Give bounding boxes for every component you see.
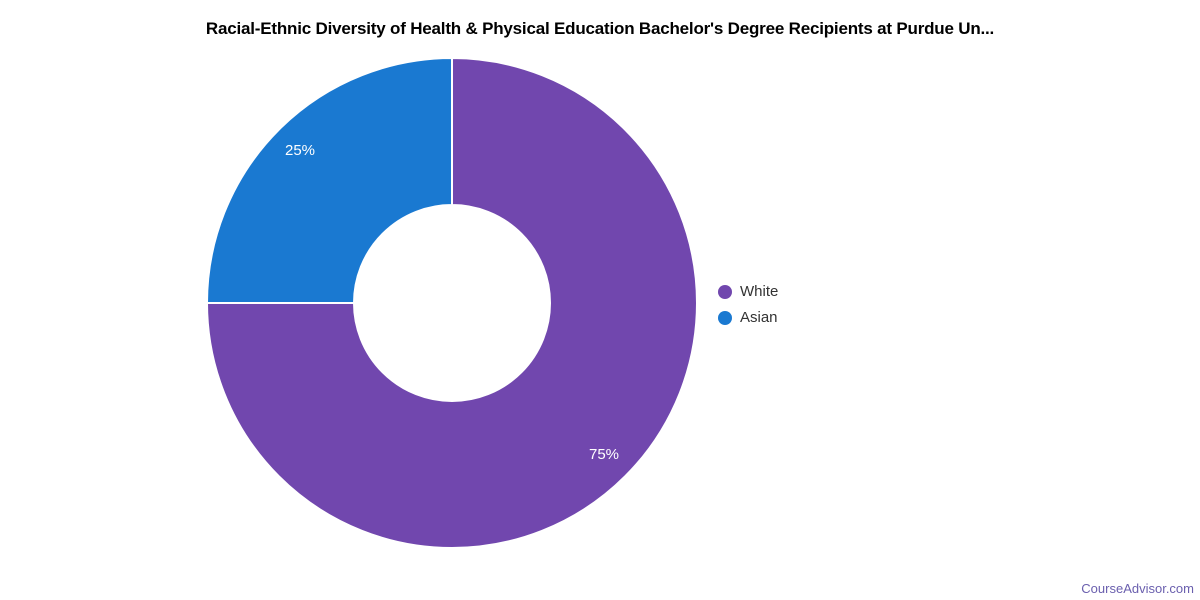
legend-item-asian[interactable]: Asian <box>718 305 778 331</box>
pie-slice-white[interactable] <box>205 56 698 549</box>
slice-data-label-white: 75% <box>589 446 619 463</box>
legend-swatch-asian-icon <box>718 311 732 325</box>
legend-item-white[interactable]: White <box>718 279 778 305</box>
legend-label-white: White <box>740 283 779 300</box>
legend-label-asian: Asian <box>740 309 778 326</box>
slice-data-label-asian: 25% <box>285 142 315 159</box>
brand-link[interactable]: CourseAdvisor.com <box>1081 581 1194 596</box>
legend-swatch-white-icon <box>718 285 732 299</box>
pie-slice-asian[interactable] <box>205 56 453 304</box>
legend: White Asian <box>718 279 778 331</box>
chart-title: Racial-Ethnic Diversity of Health & Phys… <box>205 19 995 38</box>
